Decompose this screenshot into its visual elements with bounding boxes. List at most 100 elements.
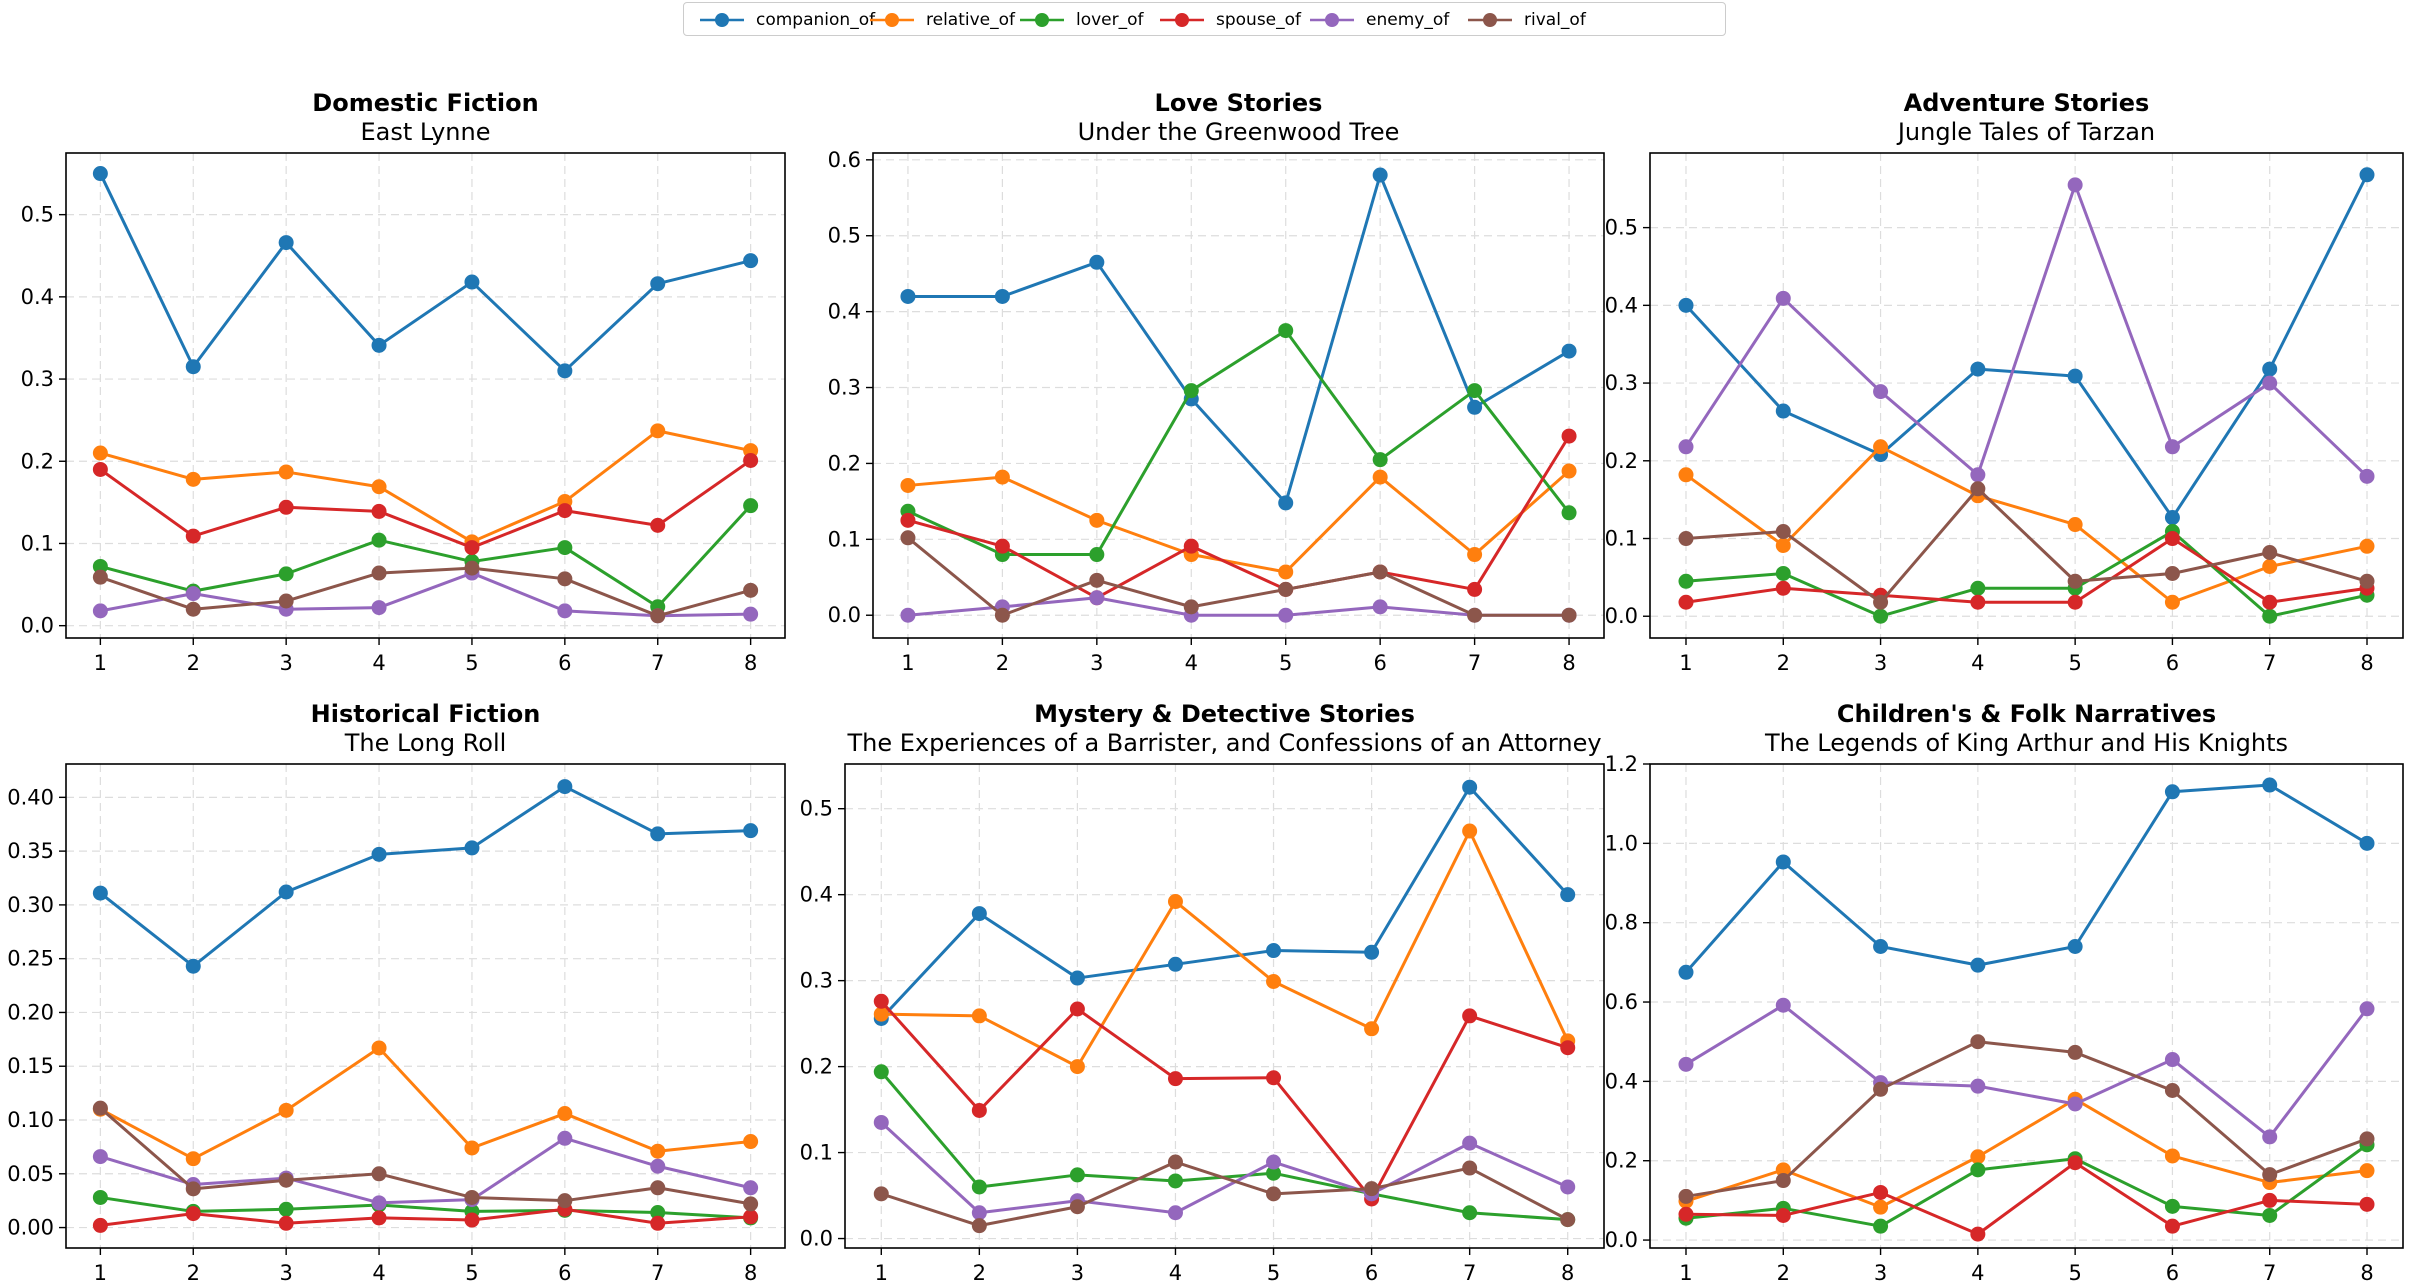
legend-swatch xyxy=(1020,13,1064,27)
data-point-spouse-of xyxy=(92,1217,108,1233)
data-point-companion-of xyxy=(1775,403,1791,419)
series-line-lover-of xyxy=(907,329,1571,557)
chart-panel-6: 0.0 0.2 0.4 0.6 0.8 1.0 1.2 1 2 3 4 5 6 7 8 Children's … xyxy=(1605,700,2404,1285)
data-point-rival-of xyxy=(92,1100,108,1116)
data-point-rival-of xyxy=(1560,1212,1576,1228)
y-tick-label: 0.2 xyxy=(800,1055,833,1079)
y-tick-label: 0.1 xyxy=(828,527,861,551)
series-line-companion-of xyxy=(99,172,751,373)
data-point-relative-of xyxy=(994,469,1010,485)
data-point-rival-of xyxy=(1467,607,1483,623)
x-tick-label: 7 xyxy=(2263,651,2276,675)
data-point-rival-of xyxy=(464,1189,480,1205)
data-point-enemy-of xyxy=(2359,468,2375,484)
x-tick-label: 6 xyxy=(558,1261,571,1285)
data-point-enemy-of xyxy=(1873,384,1889,400)
data-point-lover-of xyxy=(1467,383,1483,399)
data-point-enemy-of xyxy=(1278,607,1294,623)
data-point-enemy-of xyxy=(1678,439,1694,455)
x-tick-label: 6 xyxy=(2166,1261,2179,1285)
data-point-companion-of xyxy=(1970,957,1986,973)
data-point-rival-of xyxy=(2164,1083,2180,1099)
chart-panel-5: 0.0 0.1 0.2 0.3 0.4 0.5 1 2 3 4 5 6 7 8 Mystery & Dete… xyxy=(800,700,1605,1285)
data-point-lover-of xyxy=(1970,580,1986,596)
data-point-spouse-of xyxy=(1970,594,1986,610)
x-tick-label: 2 xyxy=(187,1261,200,1285)
data-point-spouse-of xyxy=(1167,1071,1183,1087)
data-point-companion-of xyxy=(557,779,573,795)
series-line-companion-of xyxy=(99,785,751,968)
x-tick-label: 5 xyxy=(2068,1261,2081,1285)
data-point-companion-of xyxy=(650,276,666,292)
data-point-lover-of xyxy=(971,1179,987,1195)
data-point-companion-of xyxy=(185,359,201,375)
data-point-companion-of xyxy=(994,288,1010,304)
data-point-rival-of xyxy=(371,1166,387,1182)
data-point-lover-of xyxy=(743,498,759,514)
data-point-companion-of xyxy=(2067,938,2083,954)
y-tick-label: 0.5 xyxy=(1605,216,1638,240)
data-point-rival-of xyxy=(1089,572,1105,588)
chart-title: Love Stories xyxy=(1155,89,1323,117)
data-point-enemy-of xyxy=(185,586,201,602)
data-point-companion-of xyxy=(2359,167,2375,183)
data-point-relative-of xyxy=(650,423,666,439)
data-point-companion-of xyxy=(2164,510,2180,526)
chart-subtitle: The Long Roll xyxy=(344,729,507,757)
data-point-enemy-of xyxy=(1775,997,1791,1013)
data-point-rival-of xyxy=(557,571,573,587)
y-tick-label: 0.4 xyxy=(828,300,861,324)
data-point-lover-of xyxy=(650,1205,666,1221)
data-point-lover-of xyxy=(557,540,573,556)
x-tick-label: 4 xyxy=(1971,1261,1984,1285)
data-point-companion-of xyxy=(371,337,387,353)
data-point-rival-of xyxy=(2067,1044,2083,1060)
data-point-spouse-of xyxy=(92,461,108,477)
series-line-relative-of xyxy=(1685,445,2368,604)
x-tick-label: 8 xyxy=(1561,1261,1574,1285)
data-point-spouse-of xyxy=(371,503,387,519)
data-point-rival-of xyxy=(2164,565,2180,581)
data-point-spouse-of xyxy=(971,1102,987,1118)
legend-label: spouse_of xyxy=(1216,10,1302,30)
y-tick-label: 0.3 xyxy=(21,367,54,391)
data-point-rival-of xyxy=(650,608,666,624)
data-point-enemy-of xyxy=(2067,1096,2083,1112)
data-point-spouse-of xyxy=(557,503,573,519)
y-tick-label: 0.2 xyxy=(828,451,861,475)
y-tick-label: 0.3 xyxy=(828,376,861,400)
y-tick-label: 1.0 xyxy=(1605,831,1638,855)
series-line-rival-of xyxy=(1685,487,2368,604)
data-point-rival-of xyxy=(2067,573,2083,589)
chart-title: Children's & Folk Narratives xyxy=(1837,700,2216,728)
y-tick-label: 0.6 xyxy=(828,148,861,172)
y-tick-label: 0.0 xyxy=(21,614,54,638)
y-tick-label: 0.0 xyxy=(1605,604,1638,628)
chart-panel-4: 0.00 0.05 0.10 0.15 0.20 0.25 0.30 0.35 0.40 1 2 3 4… xyxy=(7,700,786,1285)
data-point-enemy-of xyxy=(371,600,387,616)
data-point-rival-of xyxy=(1364,1181,1380,1197)
series-line-companion-of xyxy=(1684,783,2368,974)
data-point-relative-of xyxy=(1678,467,1694,483)
data-point-spouse-of xyxy=(1775,580,1791,596)
data-point-rival-of xyxy=(1970,481,1986,497)
series-line-enemy-of xyxy=(1684,183,2369,478)
data-point-lover-of xyxy=(1183,383,1199,399)
data-point-relative-of xyxy=(2262,558,2278,574)
x-tick-label: 1 xyxy=(1679,1261,1692,1285)
axes-frame xyxy=(65,763,786,1249)
y-tick-label: 0.0 xyxy=(828,603,861,627)
axes-frame xyxy=(1649,763,2404,1249)
data-point-lover-of xyxy=(1278,323,1294,339)
series-line-enemy-of xyxy=(99,1136,751,1205)
data-point-lover-of xyxy=(2164,1198,2180,1214)
data-point-relative-of xyxy=(1167,894,1183,910)
x-tick-label: 1 xyxy=(94,1261,107,1285)
data-point-spouse-of xyxy=(1266,1070,1282,1086)
data-point-spouse-of xyxy=(873,993,889,1009)
data-point-rival-of xyxy=(1678,531,1694,547)
data-point-companion-of xyxy=(1970,361,1986,377)
data-point-companion-of xyxy=(1266,943,1282,959)
x-tick-label: 1 xyxy=(875,1261,888,1285)
legend-label: lover_of xyxy=(1076,10,1144,30)
